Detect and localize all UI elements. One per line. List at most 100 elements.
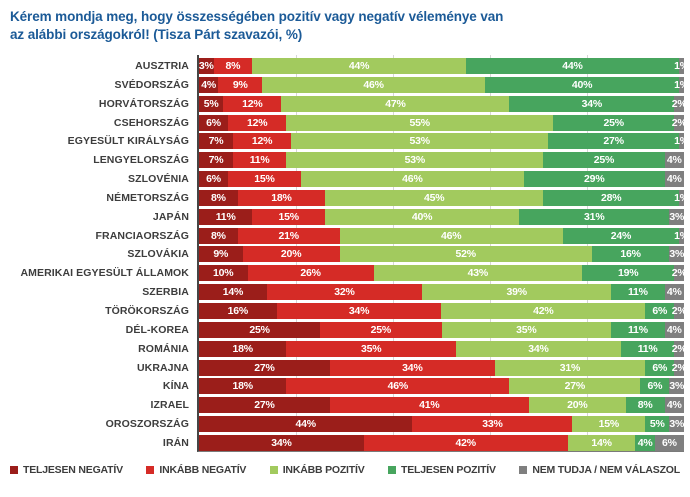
bar-segment-teljesen-negativ: 8% xyxy=(199,227,238,244)
bar-segment-teljesen-pozitiv: 25% xyxy=(543,152,665,169)
bar-segment-teljesen-negativ: 25% xyxy=(199,321,321,338)
category-label: LENGYELORSZÁG xyxy=(93,154,189,167)
infographic: Kérem mondja meg, hogy összességében poz… xyxy=(0,9,690,477)
value-label: 44% xyxy=(562,60,583,73)
bar-segment-inkabb-negativ: 42% xyxy=(363,434,568,451)
value-label: 25% xyxy=(603,116,624,129)
bar-segment-inkabb-negativ: 15% xyxy=(252,208,326,225)
value-label: 11% xyxy=(215,210,236,223)
bar-segment-inkabb-negativ: 18% xyxy=(237,189,326,206)
value-label: 1% xyxy=(674,229,689,242)
legend-item: INKÁBB POZITÍV xyxy=(269,464,365,476)
chart-row: SZLOVÉNIA 6% 15% 46% 29% 4% xyxy=(0,170,690,189)
value-label: 41% xyxy=(419,399,440,412)
bar-segment-teljesen-pozitiv: 8% xyxy=(625,397,665,414)
value-label: 21% xyxy=(278,229,300,242)
value-label: 18% xyxy=(232,380,253,393)
value-label: 11% xyxy=(627,286,648,299)
bar-segment-teljesen-negativ: 11% xyxy=(199,208,253,225)
value-label: 46% xyxy=(363,78,384,91)
value-label: 31% xyxy=(584,210,605,223)
value-label: 27% xyxy=(254,399,275,412)
value-label: 27% xyxy=(254,361,275,374)
chart-row: DÉL-KOREA 25% 25% 35% 11% 4% xyxy=(0,320,690,339)
bar-segment-teljesen-negativ: 18% xyxy=(199,340,287,357)
bar-segment-inkabb-pozitiv: 31% xyxy=(494,359,646,376)
bar-segment-teljesen-pozitiv: 11% xyxy=(611,284,665,301)
value-label: 31% xyxy=(559,361,581,374)
value-label: 34% xyxy=(402,361,423,374)
bar-segment-teljesen-negativ: 7% xyxy=(199,152,233,169)
bar-segment-teljesen-negativ: 6% xyxy=(199,171,229,188)
bar-segment-inkabb-pozitiv: 52% xyxy=(339,246,592,263)
bar-track: 44% 33% 15% 5% 3% xyxy=(199,416,684,433)
bar-segment-inkabb-negativ: 25% xyxy=(320,321,442,338)
value-label: 12% xyxy=(246,116,268,129)
bar-segment-teljesen-negativ: 4% xyxy=(199,76,219,93)
bar-segment-nem-tudja: 4% xyxy=(664,171,684,188)
value-label: 34% xyxy=(271,436,292,449)
legend-swatch xyxy=(146,466,155,475)
bar-segment-inkabb-pozitiv: 34% xyxy=(456,340,621,357)
bar-segment-teljesen-pozitiv: 5% xyxy=(645,416,670,433)
value-label: 3% xyxy=(669,248,685,261)
bar-segment-nem-tudja: 3% xyxy=(669,246,685,263)
bar-track: 27% 34% 31% 6% 2% xyxy=(199,359,687,376)
value-label: 46% xyxy=(387,380,409,393)
chart-row: SVÉDORSZÁG 4% 9% 46% 40% 1% xyxy=(0,75,690,94)
bar-segment-nem-tudja: 1% xyxy=(674,227,689,244)
value-label: 25% xyxy=(370,323,392,336)
category-label: FRANCIAORSZÁG xyxy=(95,229,189,242)
bar-segment-inkabb-negativ: 12% xyxy=(232,133,292,150)
bar-segment-teljesen-negativ: 14% xyxy=(199,284,267,301)
chart-row: EGYESÜLT KIRÁLYSÁG 7% 12% 53% 27% 1% xyxy=(0,132,690,151)
chart-row: AMERIKAI EGYESÜLT ÁLLAMOK 10% 26% 43% 19% 2% xyxy=(0,264,690,283)
chart-row: SZLOVÁKIA 9% 20% 52% 16% 3% xyxy=(0,245,690,264)
value-label: 4% xyxy=(666,286,682,299)
value-label: 11% xyxy=(628,323,648,336)
value-label: 29% xyxy=(584,173,605,186)
legend-label: TELJESEN NEGATÍV xyxy=(23,464,123,477)
category-label: SVÉDORSZÁG xyxy=(114,78,189,91)
value-label: 27% xyxy=(603,135,624,148)
bar-segment-inkabb-pozitiv: 15% xyxy=(572,416,646,433)
category-label: JAPÁN xyxy=(152,210,189,223)
bar-segment-inkabb-pozitiv: 47% xyxy=(281,95,510,112)
bar-track: 3% 8% 44% 44% 1% xyxy=(199,58,689,75)
bar-segment-teljesen-negativ: 16% xyxy=(199,303,277,320)
value-label: 8% xyxy=(637,399,653,412)
value-label: 28% xyxy=(601,191,622,204)
bar-segment-inkabb-negativ: 15% xyxy=(228,171,301,188)
bar-segment-inkabb-negativ: 26% xyxy=(247,265,374,282)
bar-segment-teljesen-negativ: 9% xyxy=(199,246,243,263)
bar-segment-teljesen-negativ: 5% xyxy=(199,95,224,112)
value-label: 25% xyxy=(593,154,615,167)
value-label: 3% xyxy=(669,380,685,393)
bar-segment-teljesen-negativ: 7% xyxy=(199,133,233,150)
category-label: OROSZORSZÁG xyxy=(105,418,189,431)
category-label: HORVÁTORSZÁG xyxy=(98,97,189,110)
value-label: 2% xyxy=(671,97,687,110)
value-label: 4% xyxy=(666,173,682,186)
bar-track: 6% 15% 46% 29% 4% xyxy=(199,171,684,188)
legend-swatch xyxy=(269,466,278,475)
value-label: 25% xyxy=(249,323,270,336)
value-label: 3% xyxy=(669,210,685,223)
value-label: 52% xyxy=(455,248,477,261)
bar-track: 4% 9% 46% 40% 1% xyxy=(199,76,689,93)
bar-track: 34% 42% 14% 4% 6% xyxy=(199,434,684,451)
value-label: 14% xyxy=(591,436,612,449)
value-label: 20% xyxy=(280,248,302,261)
bar-track: 25% 25% 35% 11% 4% xyxy=(199,321,684,338)
bar-segment-inkabb-pozitiv: 43% xyxy=(373,265,583,282)
bar-segment-inkabb-negativ: 34% xyxy=(329,359,495,376)
value-label: 4% xyxy=(666,154,682,167)
value-label: 43% xyxy=(467,267,489,280)
value-label: 33% xyxy=(482,418,503,431)
value-label: 32% xyxy=(334,286,355,299)
category-label: UKRAJNA xyxy=(136,361,189,374)
bar-segment-nem-tudja: 4% xyxy=(664,321,684,338)
bar-segment-inkabb-negativ: 32% xyxy=(266,284,423,301)
bar-segment-teljesen-pozitiv: 6% xyxy=(645,303,675,320)
value-label: 42% xyxy=(533,305,554,318)
